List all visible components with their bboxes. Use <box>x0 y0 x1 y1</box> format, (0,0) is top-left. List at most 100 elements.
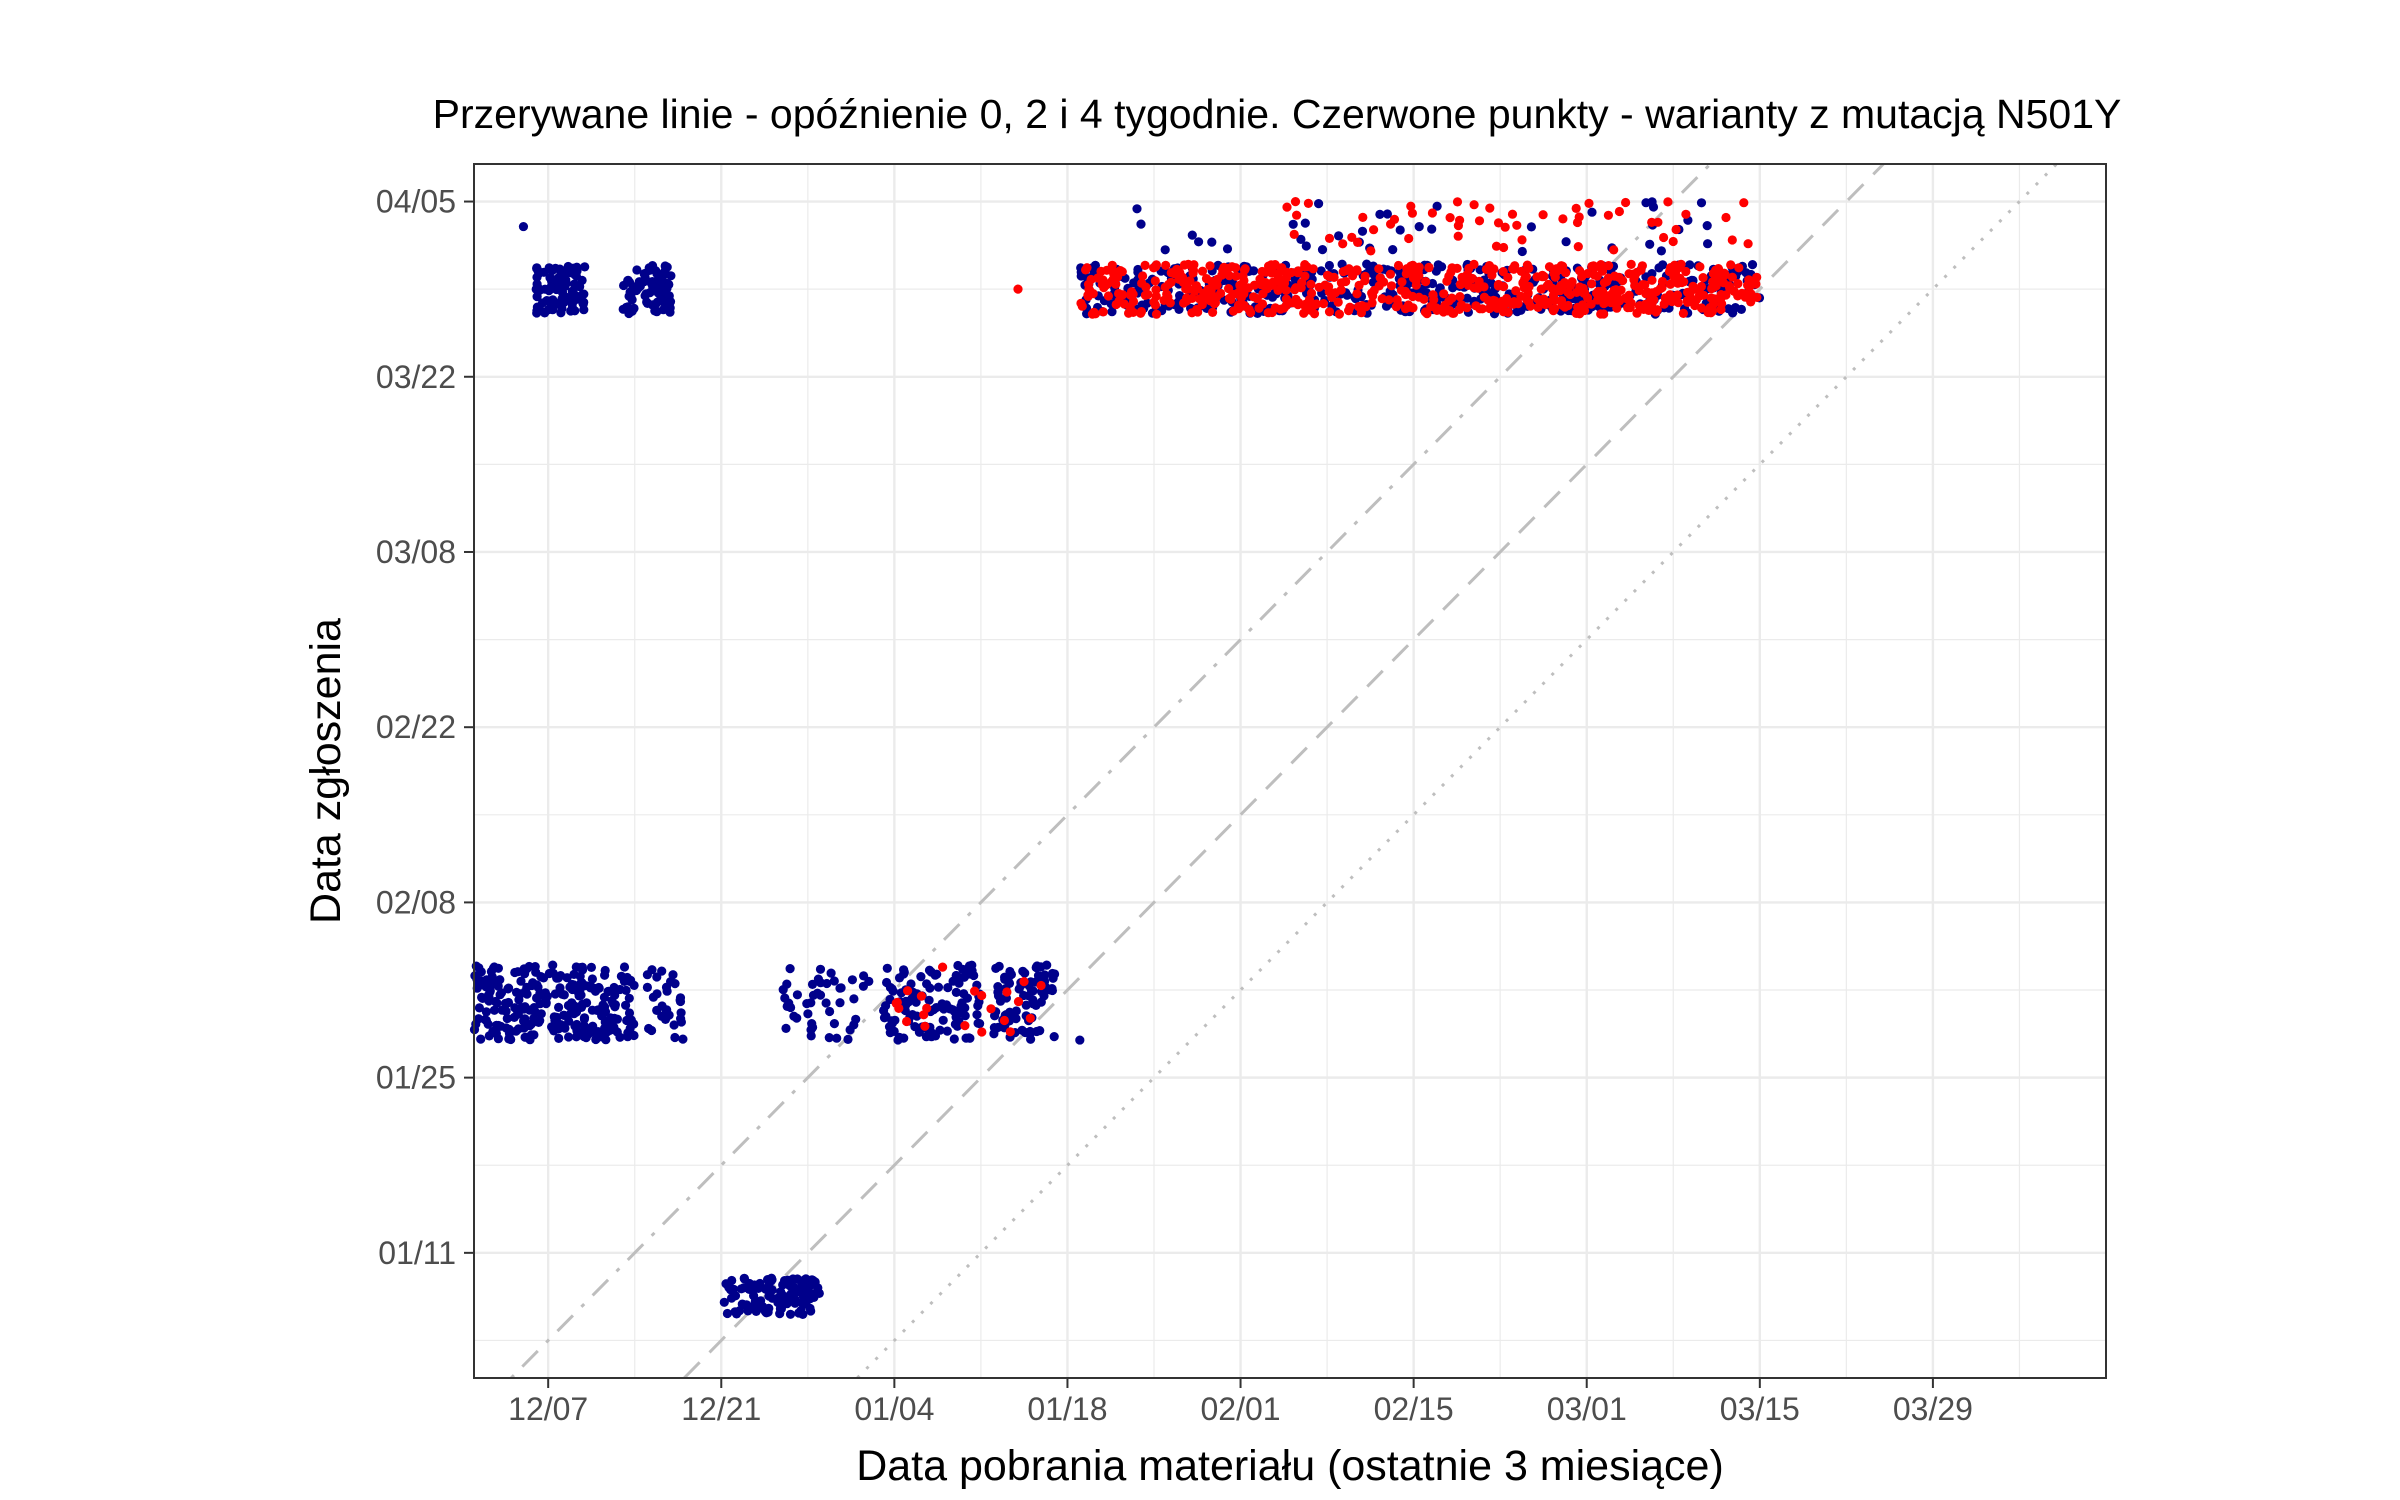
point-other <box>665 298 675 308</box>
point-other <box>587 1027 597 1037</box>
point-n501y <box>1231 271 1241 281</box>
point-n501y <box>1561 268 1571 278</box>
point-other <box>964 969 974 979</box>
point-n501y <box>1353 237 1363 247</box>
x-tick-label: 03/01 <box>1547 1391 1627 1427</box>
point-n501y <box>1275 266 1285 276</box>
point-other <box>1300 218 1310 228</box>
point-n501y <box>1093 273 1103 283</box>
point-other <box>1375 209 1385 219</box>
point-other <box>483 1019 493 1029</box>
point-other <box>501 1006 511 1016</box>
point-n501y <box>1720 270 1730 280</box>
point-other <box>655 295 666 305</box>
point-other <box>829 976 839 986</box>
point-n501y <box>1455 215 1465 225</box>
point-n501y <box>1375 273 1385 283</box>
point-n501y <box>1573 302 1583 312</box>
point-other <box>520 969 530 979</box>
point-n501y <box>1707 283 1717 294</box>
point-other <box>951 970 961 981</box>
point-n501y <box>1668 236 1678 247</box>
point-n501y <box>977 990 987 1001</box>
point-n501y <box>1507 209 1518 219</box>
point-n501y <box>1195 294 1205 304</box>
point-other <box>624 1008 635 1018</box>
point-n501y <box>1358 212 1368 222</box>
point-other <box>821 998 831 1008</box>
point-n501y <box>1406 201 1416 211</box>
point-n501y <box>1292 210 1302 220</box>
point-n501y <box>1603 210 1613 220</box>
point-other <box>540 988 551 998</box>
point-other <box>493 1034 503 1044</box>
point-n501y <box>1532 294 1543 304</box>
point-n501y <box>1444 296 1454 306</box>
point-n501y <box>1267 307 1277 318</box>
x-tick-label: 02/15 <box>1374 1391 1454 1427</box>
point-other <box>619 962 630 972</box>
point-n501y <box>1138 271 1148 281</box>
point-n501y <box>1013 284 1023 294</box>
point-n501y <box>1427 208 1437 218</box>
point-n501y <box>1103 291 1113 301</box>
point-other <box>1448 283 1458 293</box>
point-other <box>502 998 512 1009</box>
point-n501y <box>1115 266 1125 276</box>
point-other <box>1160 245 1170 255</box>
point-n501y <box>1733 279 1743 289</box>
point-n501y <box>1563 300 1573 311</box>
point-other <box>489 1005 499 1015</box>
point-n501y <box>920 1021 930 1031</box>
point-n501y <box>1197 266 1208 276</box>
point-n501y <box>1387 281 1397 291</box>
point-other <box>756 1296 766 1306</box>
point-other <box>572 1019 582 1030</box>
point-n501y <box>1532 272 1542 282</box>
point-n501y <box>1422 309 1432 319</box>
point-n501y <box>1224 271 1234 281</box>
point-other <box>476 1034 486 1044</box>
point-n501y <box>1172 264 1182 274</box>
point-other <box>776 1297 786 1307</box>
point-other <box>487 972 497 982</box>
point-other <box>1049 1032 1059 1042</box>
point-other <box>502 1013 512 1024</box>
point-n501y <box>986 1004 996 1014</box>
point-other <box>605 1025 615 1035</box>
point-other <box>669 1020 679 1030</box>
point-other <box>727 1293 737 1303</box>
point-other <box>489 962 499 972</box>
point-other <box>879 1005 889 1016</box>
point-n501y <box>1374 264 1384 274</box>
point-other <box>577 962 588 972</box>
point-other <box>942 1026 952 1036</box>
y-tick-label: 03/08 <box>376 534 456 570</box>
point-n501y <box>1385 269 1395 279</box>
point-other <box>785 964 795 974</box>
point-other <box>832 1033 842 1043</box>
point-other <box>666 271 676 281</box>
point-n501y <box>1282 202 1292 212</box>
point-other <box>547 1022 557 1032</box>
point-other <box>548 305 558 315</box>
point-n501y <box>1663 197 1673 207</box>
point-other <box>1042 960 1052 970</box>
point-other <box>623 275 633 285</box>
point-n501y <box>902 1016 912 1027</box>
point-other <box>654 275 664 285</box>
point-n501y <box>1151 285 1161 295</box>
point-n501y <box>1474 216 1485 226</box>
point-other <box>954 978 964 988</box>
point-n501y <box>1525 301 1535 311</box>
point-other <box>657 1011 667 1021</box>
point-other <box>1645 239 1655 249</box>
point-n501y <box>1711 265 1721 275</box>
reference-line-2w <box>683 162 1885 1380</box>
point-other <box>965 1033 975 1043</box>
x-axis-ticks: 12/07 12/21 01/04 01/18 02/01 02/15 03/01 03/15… <box>508 1378 1973 1427</box>
point-other <box>1432 201 1442 211</box>
point-other <box>719 1297 729 1307</box>
point-n501y <box>1188 268 1198 278</box>
point-n501y <box>1013 997 1024 1007</box>
